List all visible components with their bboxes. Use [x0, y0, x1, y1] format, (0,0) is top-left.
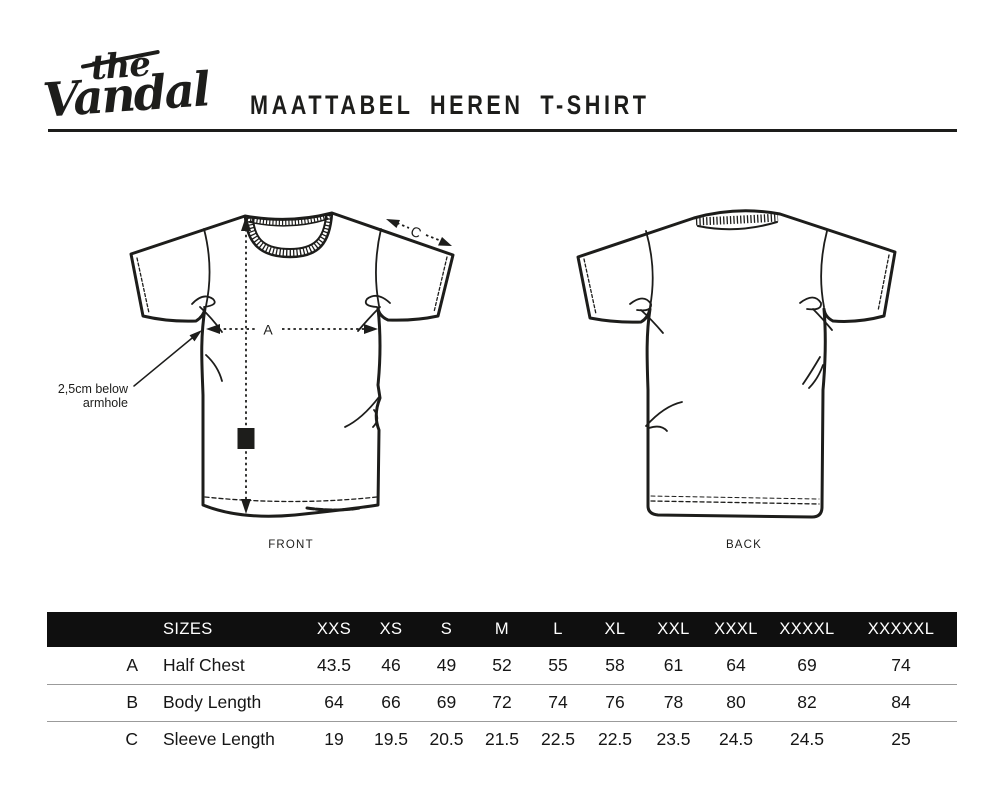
back-collar	[695, 213, 779, 231]
table-cell: 76	[605, 692, 625, 712]
armhole-note-line2: armhole	[83, 396, 128, 410]
table-cell: 69	[797, 654, 817, 675]
table-cell: 58	[605, 654, 625, 675]
size-header-cell: XXS	[316, 620, 352, 638]
size-header-cell: XXXL	[714, 620, 758, 638]
table-cell: 22.5	[540, 729, 576, 750]
page-title: MAATTABEL HEREN T-SHIRT	[250, 90, 650, 120]
table-cell: 52	[492, 654, 512, 675]
table-cell: 64	[324, 692, 344, 712]
table-cell: 66	[381, 692, 401, 712]
front-armhole-seam-left	[203, 228, 211, 307]
table-cell: 21.5	[484, 729, 520, 750]
tshirt-diagram: A C 2,5cm below armhole	[58, 209, 897, 519]
table-cell: 24.5	[789, 729, 825, 750]
row-letter: A	[126, 654, 138, 675]
back-armhole-seam-left	[645, 230, 654, 308]
table-row-half-chest: A Half Chest 43.5 46 49 52 55 58 61 64 6…	[47, 647, 957, 684]
measure-line-b	[237, 216, 255, 514]
size-header-cell: XXXXXL	[867, 620, 935, 638]
table-cell: 22.5	[597, 729, 633, 750]
back-wrinkles	[629, 296, 833, 432]
table-cell: 74	[548, 692, 568, 712]
size-table-header-row: SIZES XXS XS S M L XL XXL XXXL XXXXL XXX…	[47, 612, 957, 647]
measure-line-c: C	[386, 219, 452, 246]
size-table: SIZES XXS XS S M L XL XXL XXXL XXXXL XXX…	[47, 612, 957, 758]
table-cell: 43.5	[316, 654, 352, 675]
size-header-cell: XXL	[657, 620, 690, 638]
table-cell: 55	[548, 654, 568, 675]
back-shirt-drawing	[576, 209, 897, 519]
row-label: Sleeve Length	[163, 729, 275, 750]
back-caption: BACK	[725, 539, 763, 551]
front-shirt-drawing	[129, 211, 455, 518]
table-cell: 64	[726, 654, 746, 675]
table-cell: 69	[436, 692, 457, 712]
header-divider	[48, 129, 957, 132]
size-header-cell: S	[440, 620, 453, 638]
header-spacer-cell	[47, 612, 148, 647]
table-row-body-length: B Body Length 64 66 69 72 74 76 78 80 82…	[47, 684, 957, 721]
back-stitching	[583, 254, 890, 505]
measure-label-a: A	[263, 322, 273, 338]
size-header-cell: M	[494, 620, 510, 638]
front-collar	[243, 211, 334, 259]
table-cell: 49	[436, 654, 457, 675]
size-header-cell: XL	[604, 620, 626, 638]
row-letter: B	[126, 692, 138, 712]
table-cell: 78	[663, 692, 684, 712]
back-armhole-seam-right	[820, 230, 828, 308]
armhole-note-line1: 2,5cm below	[58, 382, 129, 396]
label-block	[237, 428, 255, 449]
row-label: Half Chest	[163, 654, 245, 675]
table-cell: 19	[324, 729, 344, 750]
table-cell: 74	[891, 654, 911, 675]
table-cell: 61	[663, 654, 684, 675]
table-cell: 72	[492, 692, 512, 712]
table-cell: 46	[381, 654, 401, 675]
table-cell: 25	[891, 729, 911, 750]
front-stitching	[136, 256, 448, 512]
table-cell: 19.5	[373, 729, 409, 750]
row-letter: C	[125, 729, 138, 750]
size-header-cell: XXXXL	[779, 620, 835, 638]
front-caption: FRONT	[268, 539, 314, 551]
table-cell: 24.5	[718, 729, 754, 750]
table-cell: 84	[891, 692, 911, 712]
table-cell: 20.5	[429, 729, 464, 750]
table-cell: 23.5	[656, 729, 691, 750]
size-header-cell: XS	[379, 620, 403, 638]
table-cell: 82	[797, 692, 817, 712]
table-row-sleeve-length: C Sleeve Length 19 19.5 20.5 21.5 22.5 2…	[47, 721, 957, 758]
armhole-note: 2,5cm below armhole	[58, 330, 202, 410]
measure-line-a: A	[206, 322, 378, 338]
row-label: Body Length	[163, 692, 262, 712]
size-header-cell: L	[553, 620, 563, 638]
front-armhole-seam-right	[375, 228, 382, 307]
measure-label-c: C	[408, 223, 423, 242]
sizes-header-cell: SIZES	[163, 620, 213, 638]
table-cell: 80	[726, 692, 746, 712]
